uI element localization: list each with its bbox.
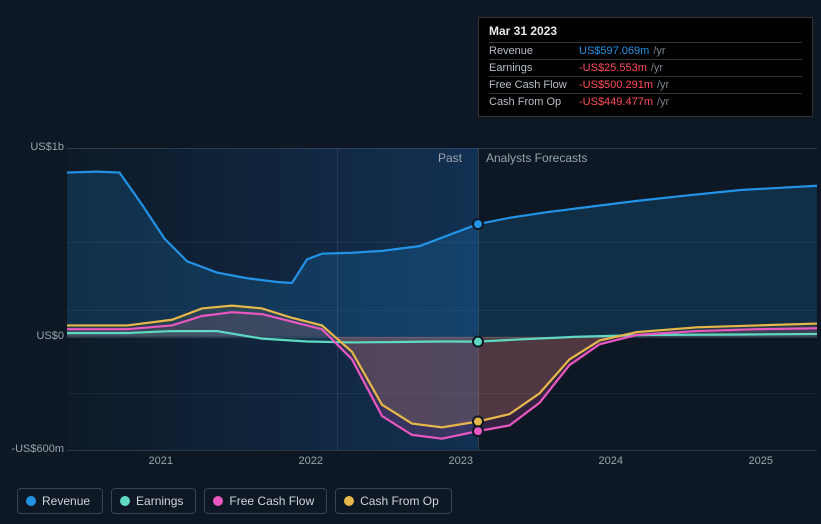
tooltip-row-label: Free Cash Flow xyxy=(489,79,579,91)
y-tick-label: US$0 xyxy=(36,330,64,342)
legend-label: Free Cash Flow xyxy=(229,494,314,508)
chart-legend: Revenue Earnings Free Cash Flow Cash From O… xyxy=(17,488,452,514)
x-tick-label: 2022 xyxy=(299,455,323,467)
tooltip-row: Earnings-US$25.553m/yr xyxy=(489,59,802,76)
tooltip-row-label: Revenue xyxy=(489,45,579,57)
x-tick-label: 2023 xyxy=(449,455,473,467)
tooltip-row: Free Cash Flow-US$500.291m/yr xyxy=(489,76,802,93)
legend-dot-icon xyxy=(120,496,130,506)
tooltip-row: RevenueUS$597.069m/yr xyxy=(489,42,802,59)
y-tick-label: -US$600m xyxy=(11,443,64,455)
legend-item-earnings[interactable]: Earnings xyxy=(111,488,196,514)
legend-label: Earnings xyxy=(136,494,183,508)
legend-item-cash-from-op[interactable]: Cash From Op xyxy=(335,488,452,514)
tooltip-row-unit: /yr xyxy=(657,96,669,108)
legend-dot-icon xyxy=(26,496,36,506)
tooltip-row-unit: /yr xyxy=(657,79,669,91)
x-tick-label: 2024 xyxy=(599,455,623,467)
marker-revenue[interactable] xyxy=(473,219,483,229)
tooltip-row-unit: /yr xyxy=(651,62,663,74)
tooltip-row-value: -US$449.477m xyxy=(579,96,653,108)
tooltip-row: Cash From Op-US$449.477m/yr xyxy=(489,93,802,110)
marker-fcf[interactable] xyxy=(473,426,483,436)
chart-tooltip: Mar 31 2023 RevenueUS$597.069m/yrEarning… xyxy=(478,17,813,117)
tooltip-row-value: US$597.069m xyxy=(579,45,649,57)
legend-label: Cash From Op xyxy=(360,494,439,508)
legend-item-revenue[interactable]: Revenue xyxy=(17,488,103,514)
tooltip-row-value: -US$500.291m xyxy=(579,79,653,91)
tooltip-row-label: Cash From Op xyxy=(489,96,579,108)
series-fill-cfo xyxy=(335,337,616,428)
financial-chart: US$1b US$0 -US$600m Past Analysts Foreca… xyxy=(17,0,804,480)
tooltip-row-label: Earnings xyxy=(489,62,579,74)
legend-dot-icon xyxy=(213,496,223,506)
tooltip-row-unit: /yr xyxy=(653,45,665,57)
legend-item-free-cash-flow[interactable]: Free Cash Flow xyxy=(204,488,327,514)
marker-earnings[interactable] xyxy=(473,337,483,347)
legend-dot-icon xyxy=(344,496,354,506)
gridline xyxy=(67,450,817,451)
tooltip-row-value: -US$25.553m xyxy=(579,62,647,74)
marker-cfo[interactable] xyxy=(473,416,483,426)
tooltip-date: Mar 31 2023 xyxy=(489,24,802,38)
x-tick-label: 2025 xyxy=(749,455,773,467)
x-tick-label: 2021 xyxy=(149,455,173,467)
y-tick-label: US$1b xyxy=(30,141,64,153)
legend-label: Revenue xyxy=(42,494,90,508)
plot-svg[interactable] xyxy=(67,148,817,450)
